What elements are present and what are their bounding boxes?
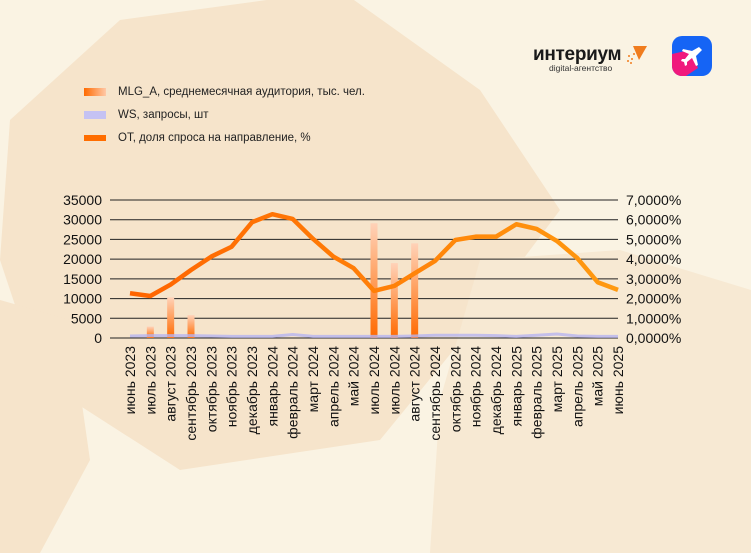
x-tick-label: май 2024 [346,346,362,406]
x-tick-label: август 2023 [163,346,179,422]
x-tick-label: октябрь 2024 [447,346,463,432]
x-tick-label: май 2025 [590,346,606,406]
x-tick-label: март 2024 [305,346,321,413]
legend-label: MLG_A, среднемесячная аудитория, тыс. че… [118,85,365,98]
y-right-tick-label: 3,0000% [626,271,681,287]
x-tick-label: апрель 2025 [569,346,585,427]
bar-mlg [187,315,195,338]
x-tick-label: декабрь 2024 [488,346,504,435]
y-right-tick-label: 2,0000% [626,291,681,307]
x-tick-label: июнь 2023 [122,346,138,415]
brand-tagline: digital-агентство [549,63,613,73]
brand-name: интериум [533,44,622,65]
legend-label: OT, доля спроса на направление, % [118,131,311,144]
x-tick-label: сентябрь 2024 [427,346,443,441]
y-right-tick-label: 4,0000% [626,251,681,267]
bar-mlg [370,223,378,338]
x-tick-label: октябрь 2023 [203,346,219,432]
brand-logo: интериум digital-агентство [533,44,649,73]
y-left-tick-label: 15000 [63,271,102,287]
brand-arrow-icon [627,46,648,64]
x-tick-label: сентябрь 2023 [183,346,199,441]
y-left-tick-label: 10000 [63,291,102,307]
y-left-tick-label: 20000 [63,251,102,267]
x-tick-label: март 2025 [549,346,565,413]
y-left-tick-label: 30000 [63,212,102,228]
legend-item-ot: OT, доля спроса на направление, % [84,126,365,149]
x-tick-label: июль 2023 [142,346,158,415]
legend-item-ws: WS, запросы, шт [84,103,365,126]
x-tick-label: август 2024 [407,346,423,422]
x-tick-label: январь 2024 [264,346,280,427]
x-tick-label: февраль 2024 [285,346,301,439]
x-tick-label: апрель 2024 [325,346,341,427]
y-left-tick-label: 35000 [63,192,102,208]
bar-mlg [390,263,398,338]
bar-mlg [146,326,154,338]
legend-label: WS, запросы, шт [118,108,209,121]
x-tick-label: июль 2024 [386,346,402,415]
y-right-tick-label: 6,0000% [626,212,681,228]
y-right-tick-label: 7,0000% [626,192,681,208]
legend-swatch-ws [84,110,106,119]
chart-legend: MLG_A, среднемесячная аудитория, тыс. че… [84,80,365,149]
legend-swatch-ot [84,134,106,141]
x-tick-label: декабрь 2023 [244,346,260,435]
x-tick-label: январь 2025 [508,346,524,427]
y-right-tick-label: 1,0000% [626,310,681,326]
y-left-tick-label: 5000 [71,310,102,326]
y-left-tick-label: 0 [94,330,102,346]
x-tick-label: ноябрь 2023 [224,346,240,427]
airplane-icon [672,36,712,76]
y-right-tick-label: 0,0000% [626,330,681,346]
x-tick-label: февраль 2025 [529,346,545,439]
x-tick-label: июль 2024 [366,346,382,415]
x-tick-label: ноябрь 2024 [468,346,484,427]
legend-item-mlg: MLG_A, среднемесячная аудитория, тыс. че… [84,80,365,103]
legend-swatch-bar [84,87,106,96]
y-right-tick-label: 5,0000% [626,231,681,247]
x-tick-label: июнь 2025 [610,346,626,415]
y-left-tick-label: 25000 [63,231,102,247]
bar-mlg [411,243,419,338]
bar-mlg [167,297,175,338]
